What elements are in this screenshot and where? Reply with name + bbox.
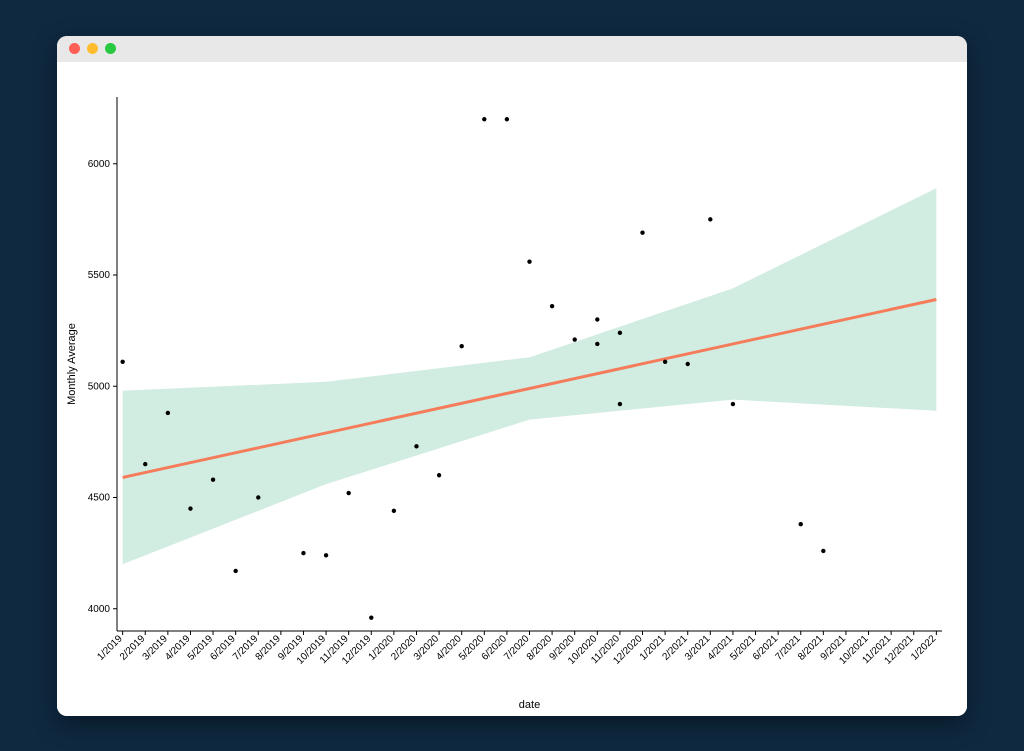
- data-point: [188, 506, 192, 510]
- x-tick-label: 1/2022: [909, 633, 939, 663]
- data-point: [595, 317, 599, 321]
- data-point: [211, 477, 215, 481]
- data-point: [392, 508, 396, 512]
- app-window: 400045005000550060001/20192/20193/20194/…: [57, 36, 967, 716]
- minimize-icon[interactable]: [87, 43, 98, 54]
- data-point: [256, 495, 260, 499]
- y-tick-label: 4500: [88, 492, 111, 503]
- window-titlebar: [57, 36, 967, 62]
- x-axis-label: date: [519, 699, 540, 711]
- data-point: [731, 401, 735, 405]
- data-point: [505, 117, 509, 121]
- data-point: [120, 359, 124, 363]
- data-point: [618, 401, 622, 405]
- data-point: [414, 444, 418, 448]
- data-point: [821, 548, 825, 552]
- data-point: [618, 330, 622, 334]
- data-point: [233, 568, 237, 572]
- y-tick-label: 5000: [88, 381, 111, 392]
- y-tick-label: 5500: [88, 270, 111, 281]
- data-point: [369, 615, 373, 619]
- data-point: [640, 230, 644, 234]
- data-point: [595, 341, 599, 345]
- data-point: [166, 410, 170, 414]
- data-point: [527, 259, 531, 263]
- data-point: [324, 553, 328, 557]
- data-point: [663, 359, 667, 363]
- data-point: [482, 117, 486, 121]
- y-tick-label: 6000: [88, 158, 111, 169]
- chart-container: 400045005000550060001/20192/20193/20194/…: [57, 62, 967, 716]
- data-point: [550, 303, 554, 307]
- scatter-regression-chart: 400045005000550060001/20192/20193/20194/…: [57, 62, 967, 716]
- data-point: [459, 344, 463, 348]
- data-point: [346, 490, 350, 494]
- maximize-icon[interactable]: [105, 43, 116, 54]
- confidence-band: [123, 188, 937, 564]
- close-icon[interactable]: [69, 43, 80, 54]
- data-point: [301, 550, 305, 554]
- data-point: [799, 522, 803, 526]
- y-tick-label: 4000: [88, 603, 111, 614]
- data-point: [708, 217, 712, 221]
- data-point: [686, 361, 690, 365]
- data-point: [573, 337, 577, 341]
- data-point: [143, 461, 147, 465]
- y-axis-label: Monthly Average: [66, 323, 78, 405]
- data-point: [437, 473, 441, 477]
